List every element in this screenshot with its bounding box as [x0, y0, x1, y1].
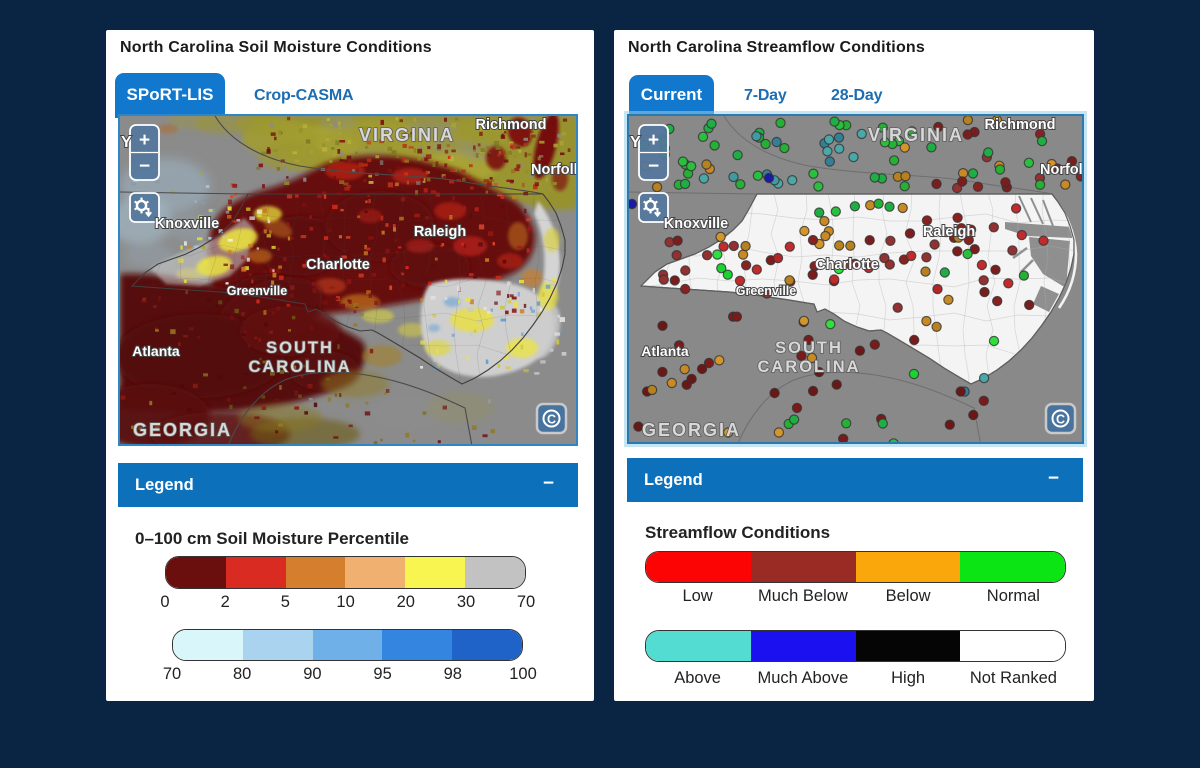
- svg-text:−: −: [139, 156, 150, 177]
- svg-text:Atlanta: Atlanta: [641, 343, 689, 359]
- svg-text:+: +: [139, 130, 150, 151]
- svg-text:Charlotte: Charlotte: [815, 257, 879, 273]
- svg-text:C: C: [1056, 413, 1065, 427]
- svg-text:SOUTH: SOUTH: [775, 339, 843, 357]
- svg-text:+: +: [648, 130, 659, 151]
- svg-text:Knoxville: Knoxville: [664, 216, 728, 232]
- svg-text:−: −: [648, 156, 659, 177]
- svg-text:VIRGINIA: VIRGINIA: [359, 125, 455, 145]
- svg-text:Charlotte: Charlotte: [306, 257, 370, 273]
- svg-text:Greenville: Greenville: [736, 284, 796, 298]
- svg-text:Norfolk: Norfolk: [531, 162, 578, 178]
- svg-text:C: C: [547, 413, 556, 427]
- svg-text:GEORGIA: GEORGIA: [642, 420, 741, 440]
- svg-text:Raleigh: Raleigh: [923, 224, 975, 240]
- svg-text:Y: Y: [121, 134, 132, 151]
- svg-text:Richmond: Richmond: [985, 117, 1056, 133]
- svg-text:GEORGIA: GEORGIA: [133, 420, 232, 440]
- svg-text:Norfolk: Norfolk: [1040, 162, 1084, 178]
- svg-text:CAROLINA: CAROLINA: [757, 358, 860, 376]
- svg-text:SOUTH: SOUTH: [266, 339, 334, 357]
- svg-text:Y: Y: [630, 134, 641, 151]
- svg-text:Greenville: Greenville: [227, 284, 287, 298]
- svg-text:VIRGINIA: VIRGINIA: [868, 125, 964, 145]
- svg-text:CAROLINA: CAROLINA: [248, 358, 351, 376]
- svg-text:Raleigh: Raleigh: [414, 224, 466, 240]
- svg-text:Atlanta: Atlanta: [132, 343, 180, 359]
- svg-text:Knoxville: Knoxville: [155, 216, 219, 232]
- svg-text:Richmond: Richmond: [476, 117, 547, 133]
